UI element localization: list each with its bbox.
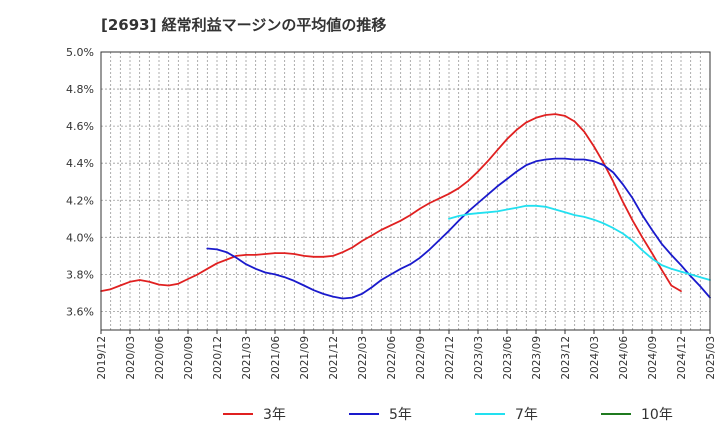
x-tick-label: 2024/06 [618, 336, 630, 380]
y-tick-label: 4.8% [66, 83, 94, 96]
x-tick-label: 2022/03 [357, 336, 369, 380]
x-axis-ticks: 2019/12 2020/03 2020/06 2020/09 2020/12 2021/… [96, 330, 717, 380]
series-layer [100, 113, 711, 300]
y-tick-label: 4.0% [66, 231, 94, 244]
x-tick-label: 2020/12 [212, 336, 224, 380]
x-tick-label: 2024/09 [647, 336, 659, 380]
legend-label-7年: 7年 [515, 407, 538, 423]
x-tick-label: 2021/06 [270, 336, 282, 380]
plot-frame [100, 51, 711, 331]
x-tick-label: 2025/03 [705, 336, 717, 380]
series-line-3年 [100, 113, 682, 293]
series-line-7年 [448, 204, 711, 281]
series-line-5年 [206, 157, 711, 300]
y-tick-label: 5.0% [66, 46, 94, 59]
legend-label-10年: 10年 [641, 407, 673, 423]
x-tick-label: 2022/06 [386, 336, 398, 380]
legend-label-3年: 3年 [263, 407, 286, 423]
y-tick-label: 4.6% [66, 120, 94, 133]
x-tick-label: 2020/03 [125, 336, 137, 380]
x-tick-label: 2024/12 [676, 336, 688, 380]
legend-label-5年: 5年 [389, 407, 412, 423]
y-tick-label: 4.4% [66, 157, 94, 170]
x-tick-label: 2021/12 [328, 336, 340, 380]
x-tick-label: 2023/09 [531, 336, 543, 380]
x-tick-label: 2021/03 [241, 336, 253, 380]
chart-title: [2693] 経常利益マージンの平均値の推移 [101, 16, 387, 34]
x-tick-label: 2022/09 [415, 336, 427, 380]
y-tick-label: 3.6% [66, 305, 94, 318]
y-axis-ticks: 5.0% 4.8% 4.6% 4.4% 4.2% 4.0% 3.8% 3.6% [66, 46, 94, 318]
x-tick-label: 2023/06 [502, 336, 514, 380]
x-tick-label: 2020/09 [183, 336, 195, 380]
x-tick-label: 2023/03 [473, 336, 485, 380]
x-tick-label: 2020/06 [154, 336, 166, 380]
x-tick-label: 2022/12 [444, 336, 456, 380]
y-tick-label: 4.2% [66, 194, 94, 207]
y-tick-label: 3.8% [66, 268, 94, 281]
x-tick-label: 2019/12 [96, 336, 108, 380]
x-tick-label: 2024/03 [589, 336, 601, 380]
legend: 3年 5年 7年 10年 [223, 407, 673, 423]
x-tick-label: 2023/12 [560, 336, 572, 380]
x-tick-label: 2021/09 [299, 336, 311, 380]
